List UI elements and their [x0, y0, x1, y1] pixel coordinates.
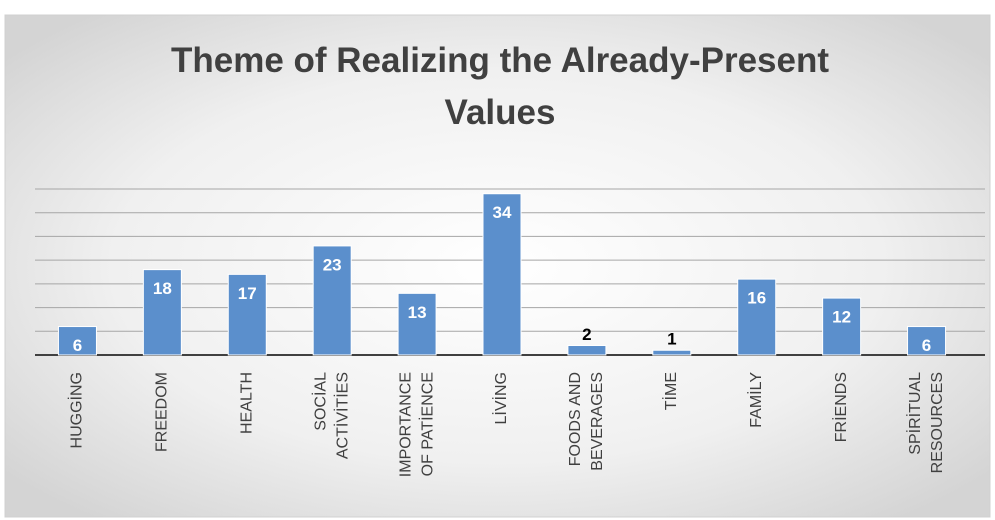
- data-label: 6: [922, 336, 931, 355]
- x-tick-label: HUGGİNG: [67, 372, 86, 448]
- x-tick-label: TİME: [661, 372, 680, 410]
- x-tick-label: FOODS AND: [567, 372, 584, 466]
- x-tick-label: ACTİVİTİES: [332, 372, 351, 459]
- bar: [737, 278, 777, 356]
- data-label: 2: [582, 325, 591, 344]
- bar: [482, 193, 522, 356]
- x-tick-label: RESOURCES: [929, 372, 946, 473]
- bar: [227, 273, 267, 356]
- bar: [312, 245, 352, 356]
- data-label: 17: [238, 284, 257, 303]
- data-label: 12: [832, 308, 851, 327]
- bar: [822, 297, 862, 356]
- x-tick-label: LİVİNG: [491, 372, 510, 424]
- x-tick-label: FRİENDS: [831, 372, 850, 442]
- x-tick-label: HEALTH: [238, 372, 255, 434]
- bar: [142, 269, 182, 356]
- bar: [567, 345, 607, 356]
- bar: [57, 326, 97, 356]
- data-label: 23: [323, 255, 342, 274]
- data-label: 1: [667, 330, 676, 349]
- data-label: 34: [493, 203, 512, 222]
- x-tick-label: FAMİLY: [746, 372, 765, 428]
- bar: [907, 326, 947, 356]
- x-tick-label: IMPORTANCE: [397, 372, 414, 477]
- x-tick-label: SOCİAL: [310, 372, 329, 431]
- bar: [652, 349, 692, 356]
- chart-title: Theme of Realizing the Already-Present V…: [170, 41, 830, 132]
- x-tick-label: FREEDOM: [154, 372, 171, 452]
- x-tick-label: SPİRİTUAL: [905, 372, 924, 455]
- x-tick-label: OF PATİENCE: [417, 372, 436, 476]
- data-label: 13: [408, 303, 427, 322]
- data-label: 6: [73, 336, 82, 355]
- data-label: 18: [153, 279, 172, 298]
- data-label: 16: [747, 289, 766, 308]
- x-tick-label: BEVERAGES: [589, 372, 606, 471]
- bar: [397, 292, 437, 356]
